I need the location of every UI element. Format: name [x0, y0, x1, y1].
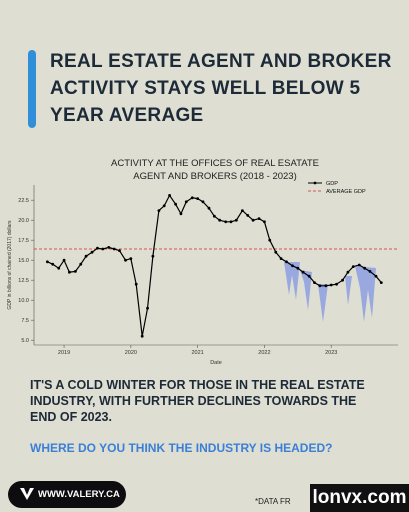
chart: 5.0 7.5 10.0 12.5 15.0 17.5 20.0 22.5 2019 2020 20… — [7, 181, 398, 366]
gdp-point — [374, 274, 378, 278]
question: WHERE DO YOU THINK THE INDUSTRY IS HEADE… — [30, 441, 333, 455]
gdp-point — [291, 264, 294, 268]
headline: REAL ESTATE AGENT AND BROKER ACTIVITY ST… — [50, 51, 392, 126]
gdp-point — [190, 196, 194, 200]
gdp-point — [274, 250, 278, 254]
gdp-point — [379, 281, 383, 284]
gdp-point — [279, 257, 283, 260]
y-tick-label: 17.5 — [18, 238, 29, 244]
footnote: *DATA FR — [255, 497, 291, 506]
x-tick-label: 2021 — [192, 350, 204, 356]
gdp-point — [67, 270, 71, 274]
gdp-point — [51, 262, 55, 266]
site-badge: WWW.VALERY.CA — [8, 481, 126, 508]
gdp-point — [346, 270, 350, 274]
gdp-point — [107, 246, 111, 249]
gdp-point — [224, 220, 228, 224]
chart-title: ACTIVITY AT THE OFFICES OF REAL ESATATE … — [111, 158, 319, 182]
gdp-point — [62, 258, 66, 262]
gdp-point — [263, 220, 266, 224]
gdp-point — [79, 262, 83, 266]
gdp-point — [324, 284, 328, 288]
gdp-point — [234, 218, 238, 222]
gdp-point — [101, 247, 105, 251]
gdp-point — [168, 194, 171, 197]
gdp-point — [251, 218, 255, 222]
gdp-point — [368, 270, 372, 273]
icicles — [284, 262, 376, 322]
watermark: lonvx.com — [310, 484, 409, 512]
gdp-point — [301, 270, 305, 274]
gdp-point — [351, 265, 355, 268]
gdp-point — [84, 254, 88, 258]
gdp-point — [318, 284, 322, 288]
logo — [20, 488, 34, 500]
gdp-point — [329, 283, 333, 287]
gdp-point — [268, 238, 272, 242]
y-tick-label: 5.0 — [21, 338, 29, 344]
gdp-point — [218, 218, 222, 222]
gdp-point — [174, 202, 177, 206]
body-text: IT'S A COLD WINTER FOR THOSE IN THE REAL… — [30, 378, 365, 424]
y-tick-label: 20.0 — [18, 218, 29, 224]
gdp-point — [146, 306, 149, 310]
legend-label: AVERAGE GDP — [326, 189, 366, 195]
gdp-point — [184, 200, 188, 204]
gdp-point — [162, 204, 166, 208]
gdp-point — [357, 263, 361, 267]
gdp-point — [45, 260, 49, 264]
y-axis-label: GDP in billions of chained (2017) dollar… — [7, 220, 13, 310]
gdp-point — [112, 247, 116, 251]
site-url: WWW.VALERY.CA — [38, 489, 120, 500]
gdp-point — [196, 197, 200, 201]
gdp-point — [246, 214, 250, 217]
legend-marker — [313, 181, 317, 185]
y-tick-label: 15.0 — [18, 258, 29, 264]
x-axis-label: Date — [210, 360, 222, 366]
gdp-point — [240, 209, 244, 213]
gdp-point — [313, 281, 316, 284]
gdp-point — [307, 274, 311, 278]
gdp-point — [134, 282, 138, 286]
gdp-point — [363, 266, 367, 270]
gdp-point — [151, 254, 155, 258]
gdp-point — [140, 334, 144, 338]
gdp-point — [57, 266, 61, 270]
y-tick-label: 22.5 — [18, 198, 29, 204]
x-tick-label: 2019 — [58, 350, 70, 356]
gdp-point — [257, 217, 261, 221]
y-tick-label: 10.0 — [18, 298, 29, 304]
gdp-point — [157, 209, 161, 213]
gdp-point — [118, 249, 121, 253]
x-tick-label: 2022 — [258, 350, 270, 356]
gdp-point — [124, 258, 127, 262]
gdp-point — [207, 206, 211, 210]
accent-bar — [28, 50, 36, 128]
legend-label: GDP — [326, 181, 338, 187]
gdp-point — [296, 266, 300, 270]
gdp-point — [96, 246, 99, 250]
gdp-point — [201, 200, 205, 204]
y-tick-label: 7.5 — [21, 318, 29, 324]
gdp-point — [212, 214, 216, 218]
gdp-point — [179, 212, 183, 216]
gdp-point — [74, 270, 77, 273]
gdp-point — [90, 250, 94, 254]
gdp-point — [335, 282, 338, 286]
gdp-point — [341, 278, 344, 282]
x-tick-label: 2020 — [125, 350, 137, 356]
x-tick-label: 2023 — [325, 350, 337, 356]
gdp-point — [285, 260, 288, 264]
y-tick-label: 12.5 — [18, 278, 29, 284]
gdp-point — [129, 257, 133, 260]
gdp-point — [229, 220, 233, 224]
